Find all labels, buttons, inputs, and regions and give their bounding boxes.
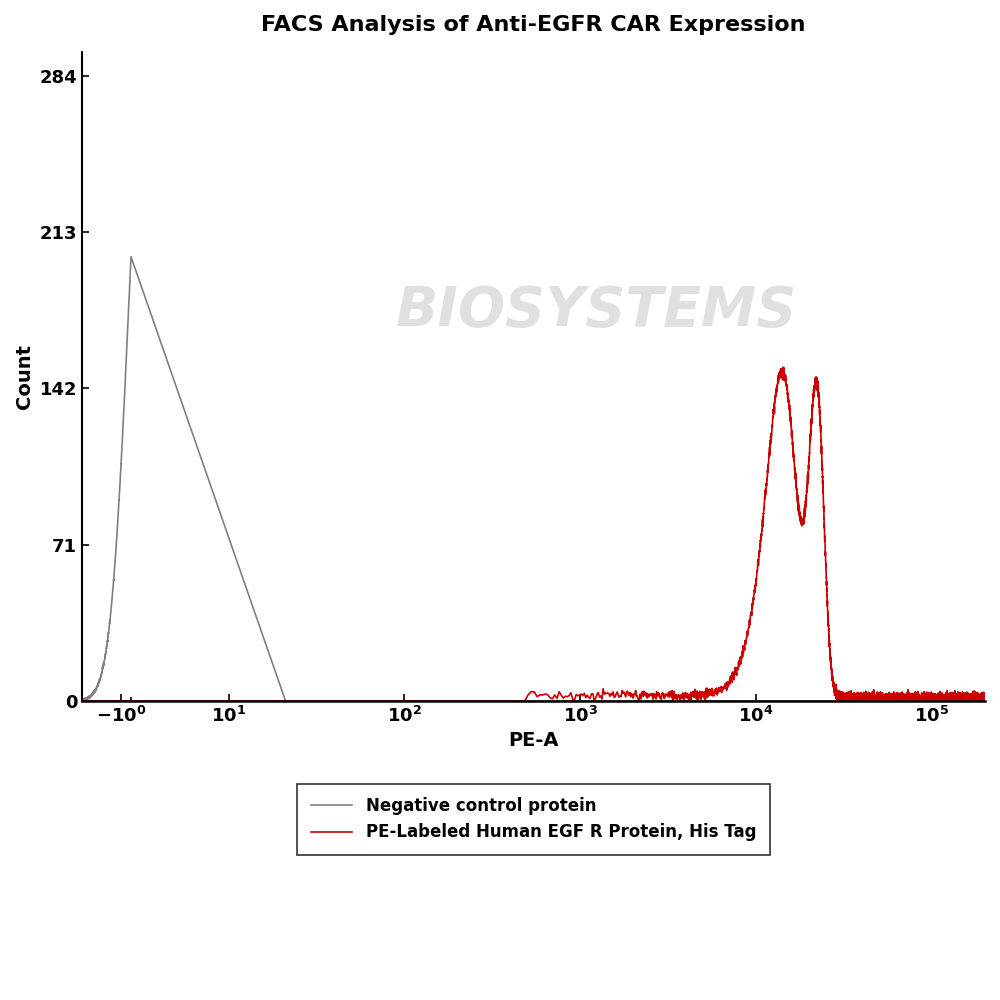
PE-Labeled Human EGF R Protein, His Tag xyxy=(630,684,642,696)
Negative control protein xyxy=(979,695,991,707)
PE-Labeled Human EGF R Protein, His Tag xyxy=(667,695,679,707)
Negative control protein xyxy=(836,695,848,707)
Line: PE-Labeled Human EGF R Protein, His Tag: PE-Labeled Human EGF R Protein, His Tag xyxy=(82,367,985,701)
Text: BIOSYSTEMS: BIOSYSTEMS xyxy=(396,284,797,338)
Negative control protein xyxy=(81,693,93,705)
Negative control protein xyxy=(920,695,932,707)
PE-Labeled Human EGF R Protein, His Tag xyxy=(777,361,789,373)
PE-Labeled Human EGF R Protein, His Tag xyxy=(116,695,128,707)
Negative control protein xyxy=(76,694,88,706)
Negative control protein xyxy=(117,429,129,441)
Title: FACS Analysis of Anti-EGFR CAR Expression: FACS Analysis of Anti-EGFR CAR Expressio… xyxy=(261,15,806,35)
PE-Labeled Human EGF R Protein, His Tag xyxy=(80,695,92,707)
Negative control protein xyxy=(975,695,987,707)
X-axis label: PE-A: PE-A xyxy=(508,731,559,750)
Legend: Negative control protein, PE-Labeled Human EGF R Protein, His Tag: Negative control protein, PE-Labeled Hum… xyxy=(297,784,770,855)
PE-Labeled Human EGF R Protein, His Tag xyxy=(979,695,991,707)
Negative control protein xyxy=(125,251,137,263)
Negative control protein xyxy=(77,695,89,707)
Negative control protein xyxy=(631,695,643,707)
PE-Labeled Human EGF R Protein, His Tag xyxy=(76,695,88,707)
Line: Negative control protein: Negative control protein xyxy=(82,257,985,701)
PE-Labeled Human EGF R Protein, His Tag xyxy=(920,695,932,707)
Y-axis label: Count: Count xyxy=(15,344,34,409)
PE-Labeled Human EGF R Protein, His Tag xyxy=(975,691,987,703)
PE-Labeled Human EGF R Protein, His Tag xyxy=(836,692,848,704)
